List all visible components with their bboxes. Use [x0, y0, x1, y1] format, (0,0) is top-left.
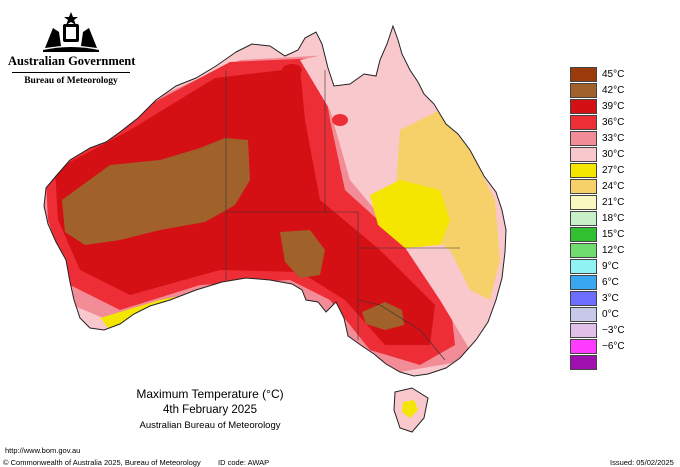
map-caption: Maximum Temperature (°C) 4th February 20… — [120, 386, 300, 434]
legend-label: 27°C — [602, 164, 625, 176]
legend-swatch — [570, 258, 597, 274]
legend-swatch — [570, 226, 597, 242]
legend-label: 21°C — [602, 196, 625, 208]
legend-label: 6°C — [602, 276, 619, 288]
caption-date: 4th February 2025 — [163, 404, 257, 416]
legend-swatch — [570, 242, 597, 258]
legend-label: 30°C — [602, 148, 625, 160]
legend-label: 15°C — [602, 228, 625, 240]
legend-label: 18°C — [602, 212, 625, 224]
temperature-legend: 45°C 42°C 39°C 36°C 33°C 30°C 27°C 24°C 21°C 18°C… — [570, 66, 625, 370]
legend-swatch — [570, 274, 597, 290]
legend-item: 12°C — [570, 242, 625, 258]
legend-swatch — [570, 98, 597, 114]
legend-item: 39°C — [570, 98, 625, 114]
legend-label: −3°C — [602, 324, 625, 336]
legend-item: 6°C — [570, 274, 625, 290]
footer-issued: Issued: 05/02/2025 — [610, 458, 674, 467]
footer-id-code: ID code: AWAP — [218, 458, 270, 467]
legend-label: 0°C — [602, 308, 619, 320]
legend-item: 45°C — [570, 66, 625, 82]
legend-item: 30°C — [570, 146, 625, 162]
legend-swatch — [570, 130, 597, 146]
legend-label: 12°C — [602, 244, 625, 256]
legend-item: 36°C — [570, 114, 625, 130]
logo-divider — [12, 72, 130, 73]
legend-swatch — [570, 162, 597, 178]
legend-label: 36°C — [602, 116, 625, 128]
legend-item — [570, 354, 625, 370]
legend-item: −6°C — [570, 338, 625, 354]
legend-swatch — [570, 178, 597, 194]
government-logo: Australian Government Bureau of Meteorol… — [8, 10, 136, 86]
legend-item: 24°C — [570, 178, 625, 194]
coat-of-arms-icon — [43, 12, 99, 52]
legend-item: −3°C — [570, 322, 625, 338]
legend-item: 9°C — [570, 258, 625, 274]
legend-swatch — [570, 290, 597, 306]
legend-item: 21°C — [570, 194, 625, 210]
legend-label: −6°C — [602, 340, 625, 352]
legend-label: 33°C — [602, 132, 625, 144]
legend-label: 24°C — [602, 180, 625, 192]
legend-item: 3°C — [570, 290, 625, 306]
legend-swatch — [570, 338, 597, 354]
legend-swatch — [570, 354, 597, 370]
legend-item: 33°C — [570, 130, 625, 146]
legend-swatch — [570, 82, 597, 98]
legend-label: 39°C — [602, 100, 625, 112]
legend-label: 45°C — [602, 68, 625, 80]
footer-copyright: © Commonwealth of Australia 2025, Bureau… — [3, 458, 201, 467]
legend-item: 27°C — [570, 162, 625, 178]
legend-item: 0°C — [570, 306, 625, 322]
legend-swatch — [570, 210, 597, 226]
caption-source: Australian Bureau of Meteorology — [139, 420, 281, 431]
government-name: Australian Government — [8, 54, 136, 68]
legend-swatch — [570, 194, 597, 210]
legend-label: 42°C — [602, 84, 625, 96]
legend-swatch — [570, 322, 597, 338]
legend-swatch — [570, 146, 597, 162]
caption-title: Maximum Temperature (°C) — [136, 387, 284, 401]
legend-item: 15°C — [570, 226, 625, 242]
legend-swatch — [570, 66, 597, 82]
legend-swatch — [570, 306, 597, 322]
bureau-name: Bureau of Meteorology — [24, 76, 118, 86]
legend-item: 18°C — [570, 210, 625, 226]
legend-item: 42°C — [570, 82, 625, 98]
legend-swatch — [570, 114, 597, 130]
legend-label: 9°C — [602, 260, 619, 272]
legend-label: 3°C — [602, 292, 619, 304]
footer-url: http://www.bom.gov.au — [5, 446, 81, 455]
